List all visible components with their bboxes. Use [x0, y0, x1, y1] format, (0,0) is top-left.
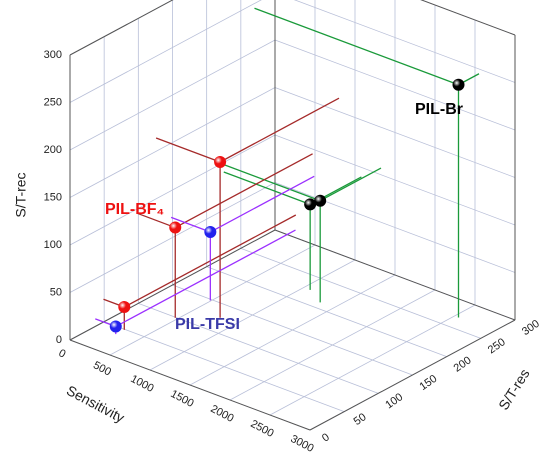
- x-tick-label: 0: [57, 347, 68, 360]
- point: [452, 78, 465, 91]
- frame-edge: [69, 339, 311, 431]
- x-tick-label: 500: [91, 359, 113, 378]
- wall-line: [170, 216, 211, 233]
- grid-line: [69, 39, 276, 151]
- grid-line: [274, 87, 516, 178]
- z-tick-label: 150: [44, 191, 62, 203]
- y-tick-label: 150: [417, 373, 439, 393]
- series-label: PIL-TFSI: [175, 316, 240, 333]
- series-label: PIL-Br: [415, 101, 463, 118]
- wall-line: [210, 175, 315, 233]
- grid-line: [138, 302, 379, 394]
- grid-line: [274, 39, 516, 131]
- grid-line: [69, 182, 276, 293]
- point: [169, 221, 182, 234]
- wall-line: [155, 137, 221, 163]
- grid-line: [293, 0, 516, 83]
- x-tick-label: 3000: [288, 433, 315, 455]
- y-tick-label: 300: [520, 318, 542, 338]
- frame-edge: [69, 0, 174, 56]
- wall-line: [213, 160, 321, 202]
- z-tick-label: 250: [44, 96, 62, 108]
- z-tick-label: 50: [50, 286, 62, 298]
- x-tick-label: 1000: [128, 373, 155, 395]
- wall-line: [223, 171, 311, 206]
- point: [118, 301, 131, 314]
- grid-line: [206, 266, 447, 358]
- z-tick-label: 0: [56, 334, 62, 346]
- frame-edge: [309, 319, 516, 431]
- point: [109, 320, 122, 333]
- z-tick-label: 200: [44, 144, 62, 156]
- x-axis-title: Sensitivity: [64, 382, 127, 426]
- grid-line: [104, 321, 345, 413]
- y-tick-label: 100: [383, 391, 405, 411]
- series-label: PIL-BF₄: [105, 201, 164, 218]
- x-tick-label: 2500: [248, 418, 275, 440]
- point: [304, 198, 317, 211]
- grid-line: [69, 134, 276, 246]
- point: [314, 194, 327, 207]
- y-tick-label: 200: [452, 354, 474, 374]
- x-tick-label: 1500: [168, 388, 195, 410]
- z-axis-title: S/T-rec: [13, 172, 29, 217]
- wall-line: [174, 153, 313, 229]
- wall-line: [219, 97, 340, 163]
- y-axis-title: S/T-res: [495, 366, 532, 413]
- frame-edge: [274, 229, 516, 321]
- x-tick-label: 2000: [208, 403, 235, 425]
- grid-line: [240, 247, 481, 339]
- z-tick-label: 100: [44, 239, 62, 251]
- wall-line: [115, 229, 296, 328]
- wall-line: [137, 212, 176, 229]
- grid-line: [172, 284, 413, 376]
- grid-line: [69, 87, 276, 198]
- y-tick-label: 50: [352, 411, 369, 428]
- z-tick-label: 300: [44, 49, 62, 61]
- wall-line: [254, 7, 459, 86]
- wall-line: [319, 167, 382, 202]
- frame-edge: [420, 0, 516, 36]
- grid-line: [69, 0, 262, 103]
- grid-line: [274, 134, 516, 226]
- grid-line: [274, 182, 516, 273]
- marks: PIL-Br PIL-BF₄ PIL-TFSI: [105, 78, 465, 333]
- y-tick-label: 250: [486, 336, 508, 356]
- y-tick-label: 0: [320, 431, 332, 444]
- point: [204, 226, 217, 239]
- point: [214, 156, 227, 168]
